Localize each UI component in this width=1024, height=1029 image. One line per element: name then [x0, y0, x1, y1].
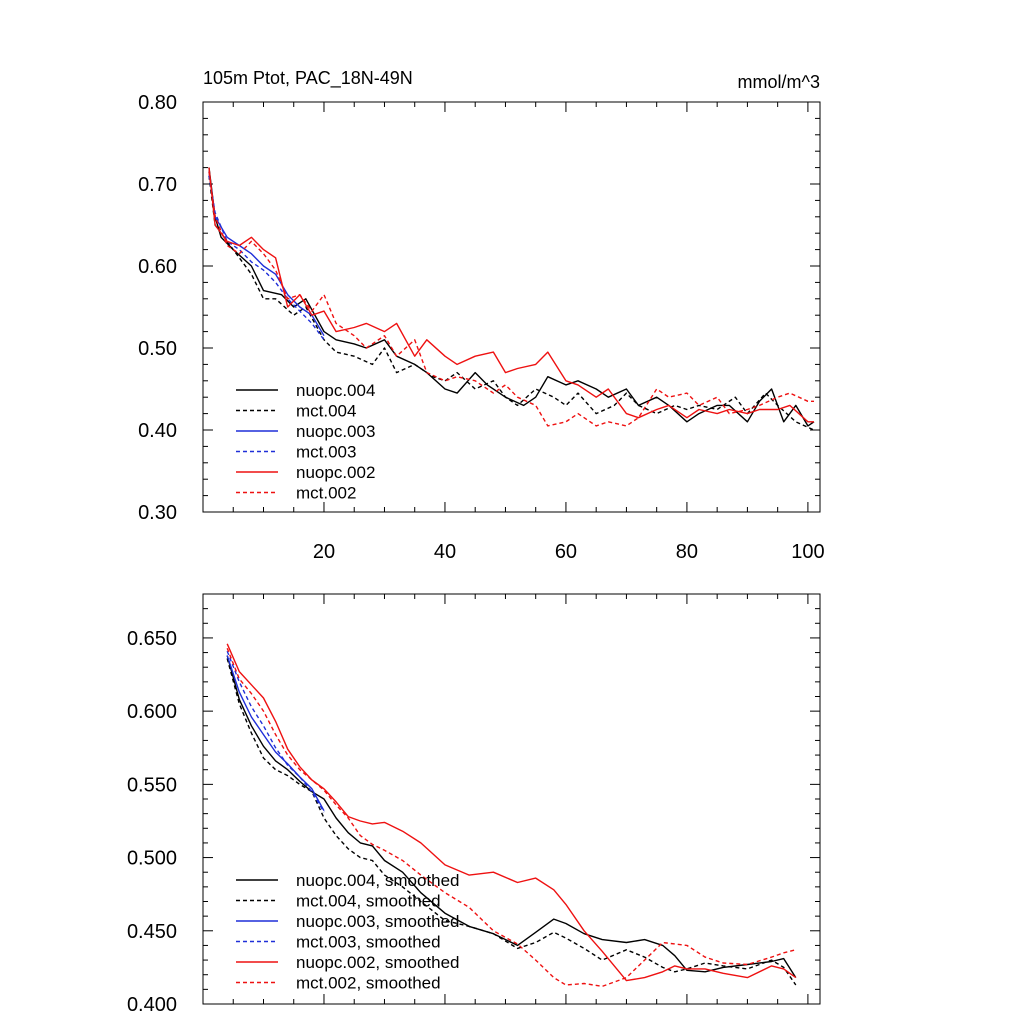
- legend-label: mct.003: [296, 443, 356, 462]
- series-line-nuopc-003-smoothed: [226, 655, 325, 812]
- y-tick-label: 0.550: [127, 774, 177, 796]
- series-line-nuopc-002-smoothed: [226, 643, 797, 982]
- series-line-mct-003-smoothed: [226, 650, 325, 813]
- y-tick-label: 0.40: [138, 420, 177, 442]
- legend-label: mct.004, smoothed: [296, 892, 441, 911]
- series-line-mct-003: [208, 175, 325, 341]
- y-tick-label: 0.500: [127, 848, 177, 870]
- legend-label: mct.002: [296, 484, 356, 503]
- legend-label: nuopc.004, smoothed: [296, 871, 460, 890]
- y-tick-label: 0.450: [127, 921, 177, 943]
- x-tick-label: 80: [676, 541, 698, 563]
- y-tick-label: 0.80: [138, 92, 177, 114]
- x-tick-label: 60: [555, 541, 577, 563]
- series-line-nuopc-004: [208, 167, 815, 427]
- legend-label: nuopc.002: [296, 463, 375, 482]
- series-line-mct-004-smoothed: [226, 658, 797, 986]
- series-line-mct-004: [208, 175, 815, 431]
- y-tick-label: 0.30: [138, 502, 177, 524]
- top-plot-frame: [202, 101, 821, 513]
- top-panel: 105m Ptot, PAC_18N-49N mmol/m^3 20 40 60 80…: [138, 68, 825, 563]
- legend-label: mct.003, smoothed: [296, 933, 441, 952]
- y-tick-label: 0.70: [138, 174, 177, 196]
- bottom-series-group: [226, 643, 797, 988]
- y-tick-label: 0.50: [138, 338, 177, 360]
- legend-label: mct.004: [296, 402, 356, 421]
- bottom-axes: 0.400 0.450 0.500 0.550 0.600 0.650: [127, 593, 820, 1016]
- y-tick-label: 0.400: [127, 994, 177, 1016]
- y-tick-label: 0.650: [127, 628, 177, 650]
- series-line-nuopc-003: [208, 171, 325, 337]
- series-line-mct-002: [208, 171, 814, 427]
- x-tick-label: 40: [434, 541, 456, 563]
- top-chart-units: mmol/m^3: [738, 72, 820, 92]
- x-tick-label: 20: [313, 541, 335, 563]
- y-tick-label: 0.600: [127, 701, 177, 723]
- top-series-group: [208, 167, 815, 431]
- bottom-panel: 0.400 0.450 0.500 0.550 0.600 0.650 nuopc.004…: [127, 593, 821, 1016]
- x-tick-label: 100: [791, 541, 824, 563]
- legend-label: mct.002, smoothed: [296, 974, 441, 993]
- series-line-mct-002-smoothed: [226, 647, 796, 988]
- top-axes: 20 40 60 80 100 0.30 0.40 0.50 0.60 0.70 0.80: [138, 92, 825, 563]
- legend-label: nuopc.002, smoothed: [296, 953, 460, 972]
- legend-label: nuopc.003: [296, 422, 375, 441]
- y-tick-label: 0.60: [138, 256, 177, 278]
- top-chart-title: 105m Ptot, PAC_18N-49N: [203, 68, 413, 89]
- legend-label: nuopc.004: [296, 381, 375, 400]
- legend-label: nuopc.003, smoothed: [296, 912, 460, 931]
- series-line-nuopc-002: [208, 167, 814, 423]
